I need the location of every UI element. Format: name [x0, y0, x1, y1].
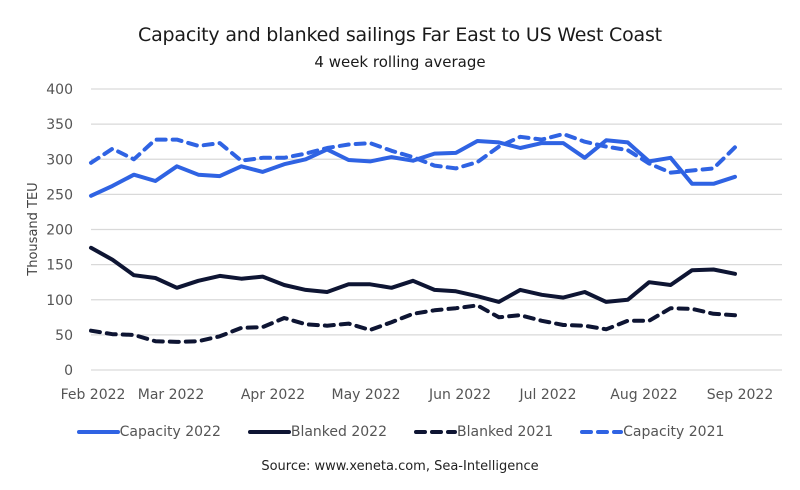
legend-swatch: [247, 430, 291, 434]
chart-subtitle: 4 week rolling average: [314, 53, 486, 71]
series-line-blanked-2022: [89, 245, 737, 304]
legend: Capacity 2022 Blanked 2022 Blanked 2021 Cap…: [0, 424, 800, 440]
legend-swatch: [414, 430, 457, 434]
series-lines: [89, 132, 737, 344]
x-tick-label: Mar 2022: [138, 387, 205, 403]
legend-label: Capacity 2021: [623, 424, 725, 440]
y-tick-label: 150: [46, 258, 73, 274]
x-tick-label: Jun 2022: [428, 387, 491, 403]
legend-label: Blanked 2021: [457, 424, 554, 440]
gridlines: [91, 88, 782, 371]
y-tick-label: 350: [46, 117, 73, 133]
legend-item: Capacity 2021: [579, 424, 724, 440]
series-line-capacity-2022: [89, 138, 737, 198]
source-note: Source: www.xeneta.com, Sea-Intelligence: [261, 459, 539, 474]
y-tick-label: 200: [46, 223, 73, 239]
legend-label: Capacity 2022: [119, 424, 221, 440]
x-tick-label: Apr 2022: [241, 387, 305, 403]
legend-item: Blanked 2022: [247, 424, 387, 440]
y-tick-label: 400: [46, 82, 73, 98]
series-line-blanked-2021: [89, 303, 737, 344]
y-axis-ticks: 0 50 100 150 200 250 300 350 400: [46, 82, 73, 379]
y-axis-label: Thousand TEU: [26, 182, 41, 276]
x-tick-label: Sep 2022: [707, 387, 773, 403]
x-axis-ticks: Feb 2022 Mar 2022 Apr 2022 May 2022 Jun 2022…: [61, 387, 774, 403]
line-chart: 0 50 100 150 200 250 300 350 400 Feb 2022 Mar 202…: [26, 82, 782, 403]
x-tick-label: Aug 2022: [610, 387, 677, 403]
x-tick-label: May 2022: [331, 387, 400, 403]
x-tick-label: Jul 2022: [519, 387, 577, 403]
y-tick-label: 50: [55, 328, 73, 344]
legend-item: Capacity 2022: [76, 424, 221, 440]
y-tick-label: 300: [46, 152, 73, 168]
y-tick-label: 250: [46, 187, 73, 203]
series-line-capacity-2021: [89, 132, 737, 175]
y-tick-label: 100: [46, 293, 73, 309]
chart-title: Capacity and blanked sailings Far East t…: [138, 24, 662, 46]
y-tick-label: 0: [64, 363, 73, 379]
legend-swatch: [76, 430, 120, 434]
legend-label: Blanked 2022: [290, 424, 387, 440]
legend-item: Blanked 2021: [413, 424, 553, 440]
x-tick-label: Feb 2022: [61, 387, 126, 403]
legend-swatch: [580, 430, 624, 434]
